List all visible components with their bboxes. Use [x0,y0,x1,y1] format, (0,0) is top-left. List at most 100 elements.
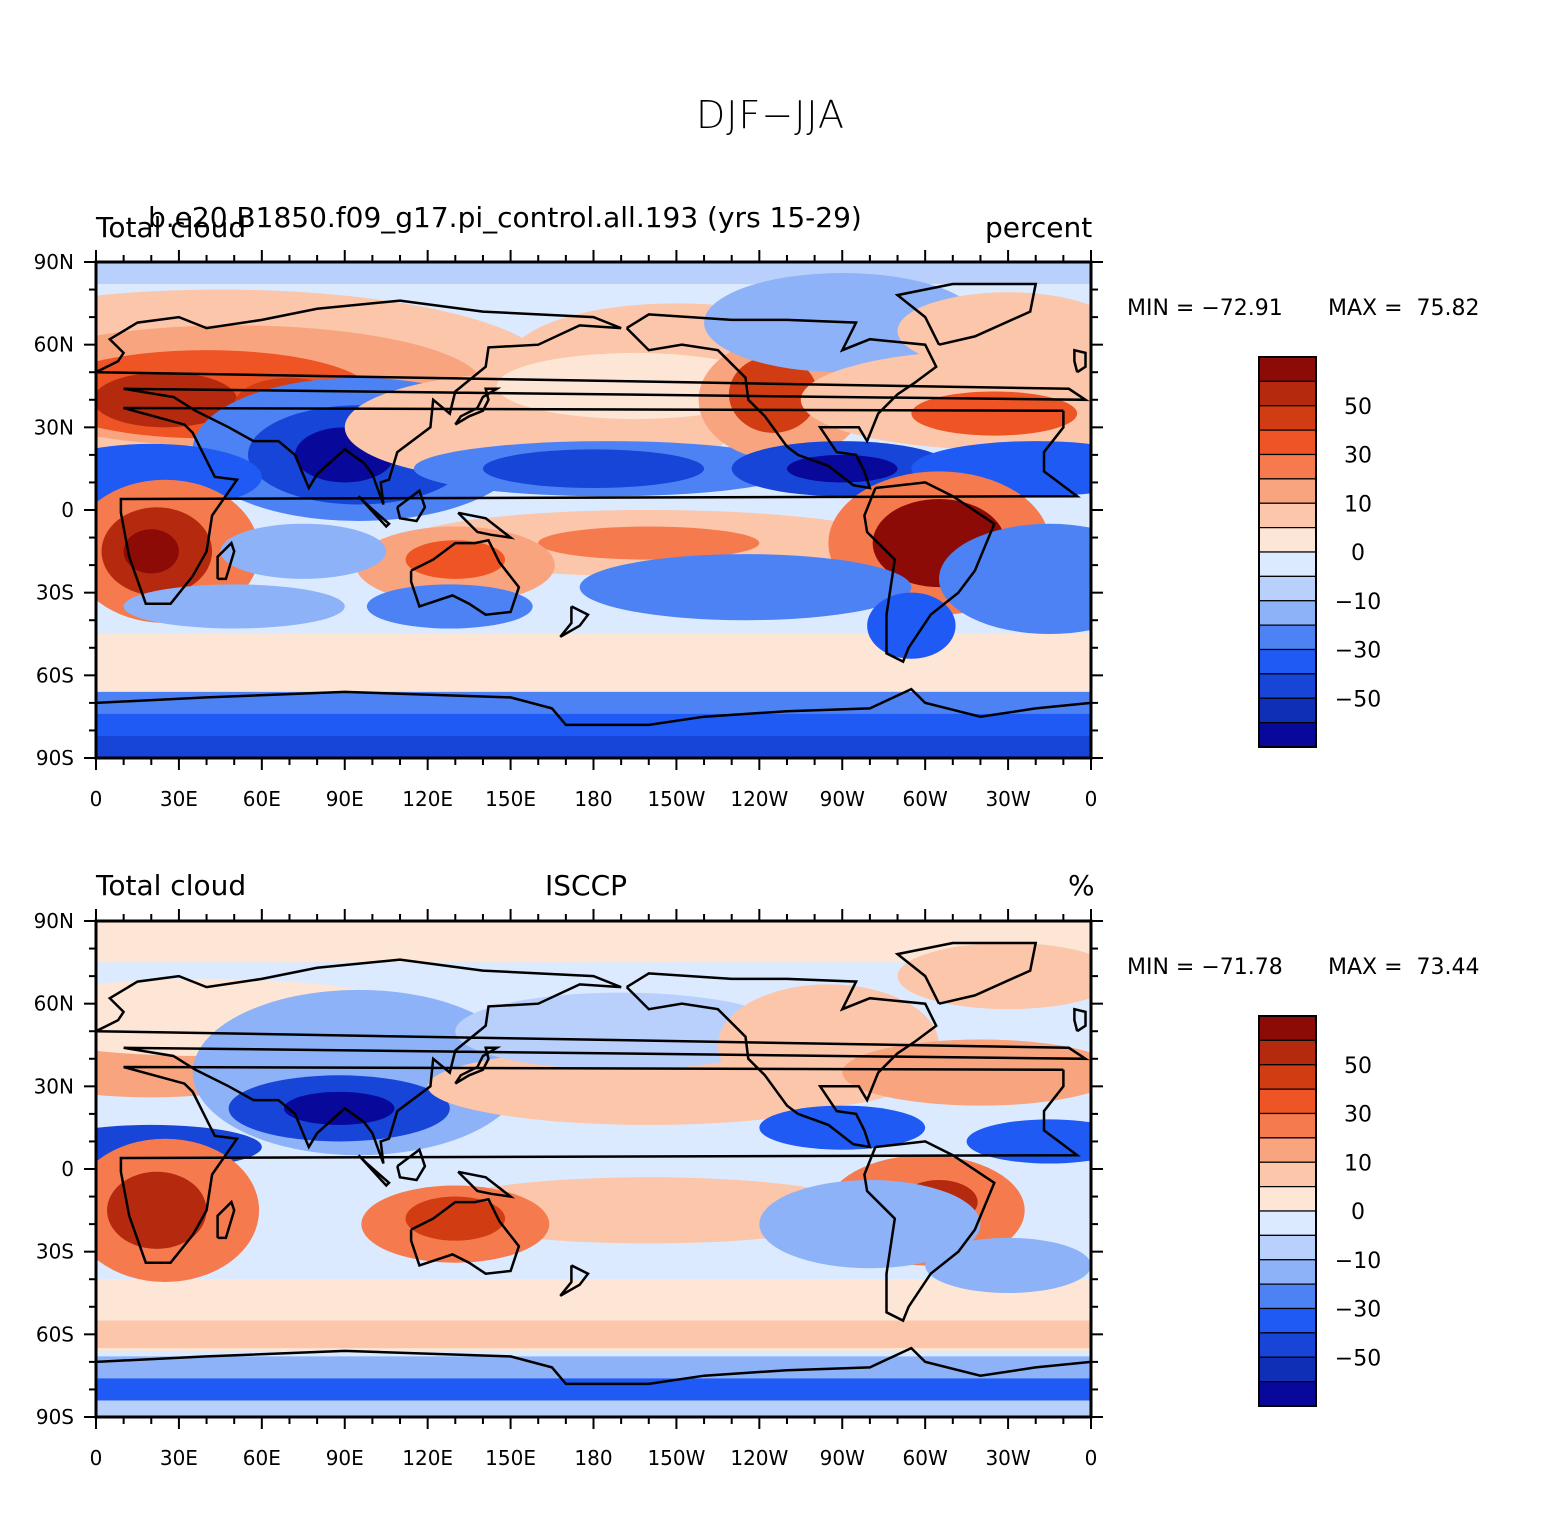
anomaly-region [220,523,387,579]
lat-tick-label: 60S [36,663,74,687]
lat-tick-label: 90S [36,1405,74,1429]
colorbar-swatch [1258,1161,1317,1188]
lon-tick-label: 60E [243,1446,281,1470]
colorbar-swatch [1258,502,1317,529]
ticks [84,250,1103,770]
colorbar-swatch [1258,453,1317,480]
coastline [894,282,1038,346]
lon-tick-label: 150E [485,1446,536,1470]
coastline [559,605,590,638]
lon-tick-label: 0 [90,787,103,811]
coastline [559,1264,590,1297]
anomaly-region [897,943,1091,1010]
coastline [96,687,1091,727]
coastline [216,540,236,581]
colorbar-label: −10 [1335,590,1381,615]
lat-tick-label: 90N [34,250,74,274]
lon-tick-label: 0 [1085,1446,1098,1470]
coastline [409,1197,521,1275]
colorbar-swatch [1258,1015,1317,1041]
colorbar-swatch [1258,1137,1317,1163]
lat-tick-label: 90N [34,909,74,933]
map-panel-bottom: 90N 60N 30N 0 30S 60S 90S 0 30E 60E 90E 120E 150E 180… [34,909,1381,1470]
colorbar-swatch [1258,1259,1317,1285]
colorbar-swatch [1258,1356,1317,1383]
coastline [454,387,502,426]
coastline [96,958,1090,1164]
anomaly-region [366,584,533,629]
lon-tick-label: 30E [160,787,198,811]
lon-tick-label: 30E [160,1446,198,1470]
colorbar-label: −30 [1335,1298,1381,1323]
colorbar-swatch [1258,1088,1317,1115]
field-layer [96,921,1091,1417]
ticks [84,909,1103,1429]
colorbar-swatch [1258,527,1317,553]
colorbar-label: 30 [1344,444,1372,469]
coastlines [96,282,1091,727]
lon-tick-label: 180 [574,1446,612,1470]
anomaly-region [728,355,818,433]
colorbar-swatch [1258,1064,1317,1090]
anomaly-region [482,449,705,488]
coastline [1073,1007,1087,1033]
colorbar-swatch [1258,624,1317,651]
colorbar-label: −30 [1335,639,1381,664]
coastline [119,1065,1081,1264]
anomaly-region [759,1180,981,1269]
lon-tick-label: 150W [647,787,705,811]
lat-tick-label: 60N [34,333,74,357]
lon-tick-label: 0 [90,1446,103,1470]
coastlines [96,941,1091,1386]
colorbar-swatch [1258,1186,1317,1212]
colorbar-swatch [1258,1112,1317,1139]
top-panel-min: MIN = −72.91 [1127,296,1283,321]
coastline [454,1046,502,1085]
zonal-band [96,1320,1091,1349]
anomaly-region [123,529,179,574]
lon-tick-label: 30W [985,787,1030,811]
anomaly-region [405,1196,506,1241]
anomaly-region [867,592,956,659]
anomaly-region [405,540,506,579]
anomaly-region [966,1119,1091,1164]
coastline [119,406,1081,605]
anomaly-region [759,1105,926,1150]
lon-tick-label: 60E [243,787,281,811]
coastline [863,1140,996,1323]
top-panel-max: MAX = 75.82 [1328,296,1480,321]
coastline [396,488,427,523]
anomaly-region [897,292,1091,370]
top-panel-center-title: b.e20.B1850.f09_g17.pi_control.all.193 (… [148,201,862,234]
colorbar-swatch [1258,551,1317,577]
coastline [457,1170,516,1199]
lon-tick-label: 120W [730,787,788,811]
lon-tick-label: 60W [903,787,948,811]
zonal-band [96,1400,1091,1417]
lon-tick-label: 180 [574,787,612,811]
anomaly-region [786,454,898,483]
colorbar-swatch [1258,1283,1317,1310]
lat-tick-label: 0 [61,1157,74,1181]
anomaly-region [939,523,1091,634]
bottom-panel-center-title: ISCCP [545,869,628,902]
lon-tick-label: 60W [903,1446,948,1470]
colorbar-label: −50 [1335,1346,1381,1371]
colorbar-swatch [1258,1039,1317,1066]
coastline [625,972,938,1149]
lon-tick-label: 120E [402,1446,453,1470]
anomaly-region [538,526,760,560]
lat-tick-label: 30S [36,1240,74,1264]
anomaly-region [283,1091,395,1125]
colorbar-swatch [1258,405,1317,431]
anomaly-region [925,1237,1091,1293]
colorbar-label: 0 [1351,541,1365,566]
colorbar-swatch [1258,478,1317,504]
lon-tick-label: 120E [402,787,453,811]
coastline [863,481,996,664]
coastline [625,313,938,490]
lon-tick-label: 90W [820,1446,865,1470]
colorbar-label: 50 [1344,1054,1372,1079]
colorbar-swatch [1258,575,1317,602]
lat-tick-label: 60S [36,1322,74,1346]
